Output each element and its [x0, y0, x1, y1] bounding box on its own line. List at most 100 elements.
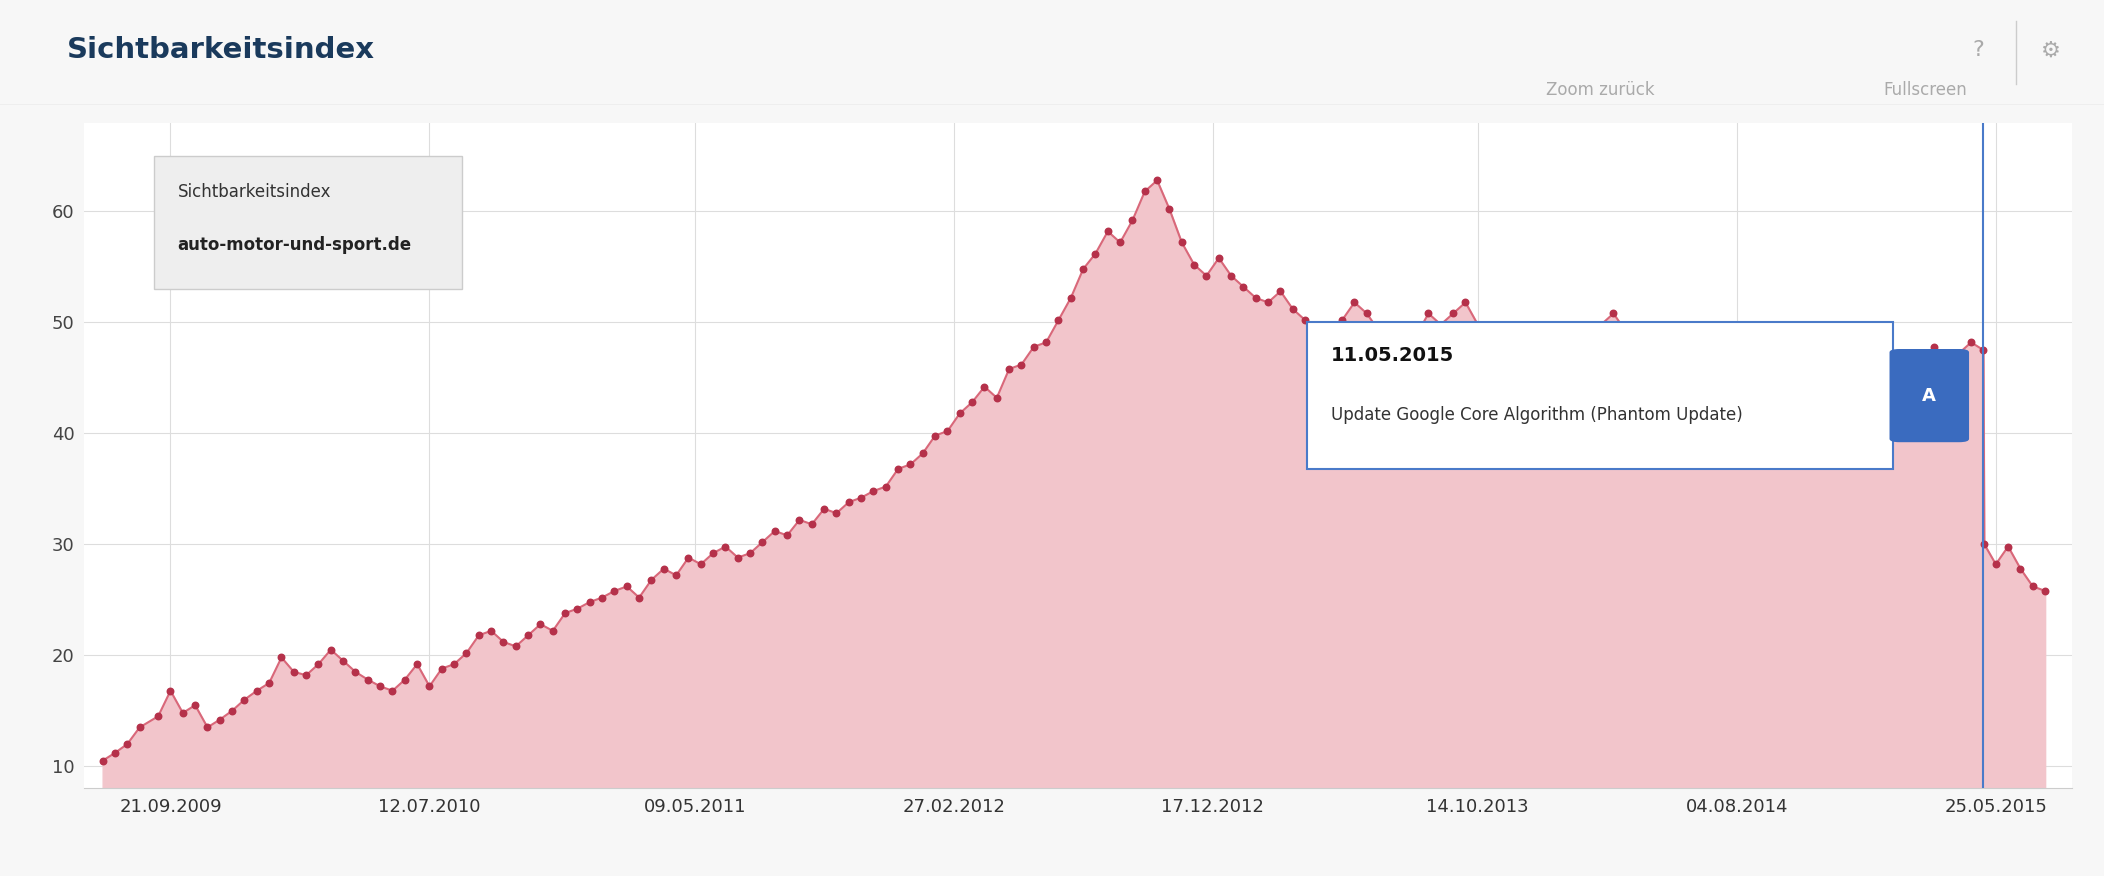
Point	[585, 590, 619, 604]
Point	[1830, 336, 1864, 350]
Point	[856, 484, 890, 498]
Point	[1967, 537, 2001, 551]
Point	[560, 602, 593, 616]
Point	[1102, 236, 1136, 250]
Point	[1054, 291, 1088, 305]
Point	[734, 546, 768, 560]
Text: Zoom zurück: Zoom zurück	[1546, 81, 1654, 99]
Point	[980, 391, 1014, 405]
Point	[290, 668, 324, 682]
Point	[1016, 340, 1050, 354]
Point	[227, 693, 261, 707]
Point	[1424, 318, 1458, 332]
Point	[1275, 302, 1309, 316]
Point	[1239, 291, 1273, 305]
Point	[745, 535, 778, 549]
Point	[1338, 295, 1372, 309]
Point	[1300, 324, 1334, 338]
Point	[993, 362, 1027, 376]
Point	[770, 528, 804, 542]
Point	[1399, 328, 1433, 343]
Point	[1361, 324, 1395, 338]
Point	[240, 684, 274, 698]
Point	[808, 502, 842, 516]
Point	[1942, 346, 1976, 360]
Point	[598, 584, 631, 598]
Point	[1153, 202, 1187, 216]
Point	[191, 720, 225, 734]
Point	[438, 657, 471, 671]
Point	[1523, 357, 1557, 371]
Point	[1967, 343, 2001, 357]
Point	[1265, 285, 1298, 299]
Point	[301, 657, 335, 671]
Point	[1584, 318, 1618, 332]
Point	[1201, 251, 1235, 265]
Point	[1559, 340, 1593, 354]
FancyBboxPatch shape	[1307, 322, 1894, 469]
Point	[202, 712, 236, 726]
Point	[537, 624, 570, 638]
Point	[1757, 391, 1791, 405]
Point	[499, 639, 532, 653]
Point	[1929, 357, 1963, 371]
Point	[377, 684, 410, 698]
Point	[511, 628, 545, 642]
Text: Fullscreen: Fullscreen	[1883, 81, 1967, 99]
Point	[486, 635, 520, 649]
Point	[1115, 213, 1149, 227]
Point	[1178, 258, 1212, 272]
Point	[473, 624, 507, 638]
FancyBboxPatch shape	[154, 156, 463, 289]
Point	[524, 618, 558, 632]
Point	[1719, 395, 1753, 409]
Point	[722, 551, 755, 565]
Point	[326, 653, 360, 668]
Point	[141, 710, 175, 724]
Point	[1572, 328, 1605, 343]
Point	[2016, 579, 2049, 593]
Point	[400, 657, 433, 671]
Point	[99, 745, 133, 759]
Point	[1856, 357, 1889, 371]
Point	[1252, 295, 1286, 309]
Point	[955, 395, 989, 409]
Point	[463, 628, 497, 642]
Point	[671, 551, 705, 565]
Point	[610, 579, 644, 593]
Point	[1288, 313, 1321, 327]
Point	[1622, 340, 1656, 354]
Point	[278, 665, 311, 679]
Point	[635, 573, 669, 587]
Point	[2028, 584, 2062, 598]
Point	[757, 524, 791, 538]
Point	[1412, 307, 1445, 321]
Point	[1214, 269, 1248, 283]
Point	[1671, 351, 1704, 365]
Point	[1658, 336, 1692, 350]
Point	[1633, 328, 1666, 343]
Text: Sichtbarkeitsindex: Sichtbarkeitsindex	[177, 182, 330, 201]
Point	[1041, 313, 1075, 327]
Point	[1313, 328, 1347, 343]
Point	[86, 753, 120, 767]
Point	[795, 518, 829, 532]
Point	[1917, 340, 1950, 354]
Point	[821, 506, 854, 520]
Point	[659, 569, 692, 583]
Point	[1546, 351, 1580, 365]
Point	[1645, 346, 1679, 360]
Point	[1597, 307, 1631, 321]
Point	[1128, 185, 1161, 199]
Point	[1029, 336, 1063, 350]
Text: ?: ?	[1971, 40, 1984, 60]
Point	[648, 562, 682, 576]
Point	[339, 665, 372, 679]
Point	[450, 646, 484, 660]
Point	[364, 679, 398, 693]
Point	[1708, 385, 1742, 399]
Point	[1473, 336, 1506, 350]
Point	[2003, 562, 2037, 576]
Point	[1904, 357, 1938, 371]
Point	[623, 590, 656, 604]
